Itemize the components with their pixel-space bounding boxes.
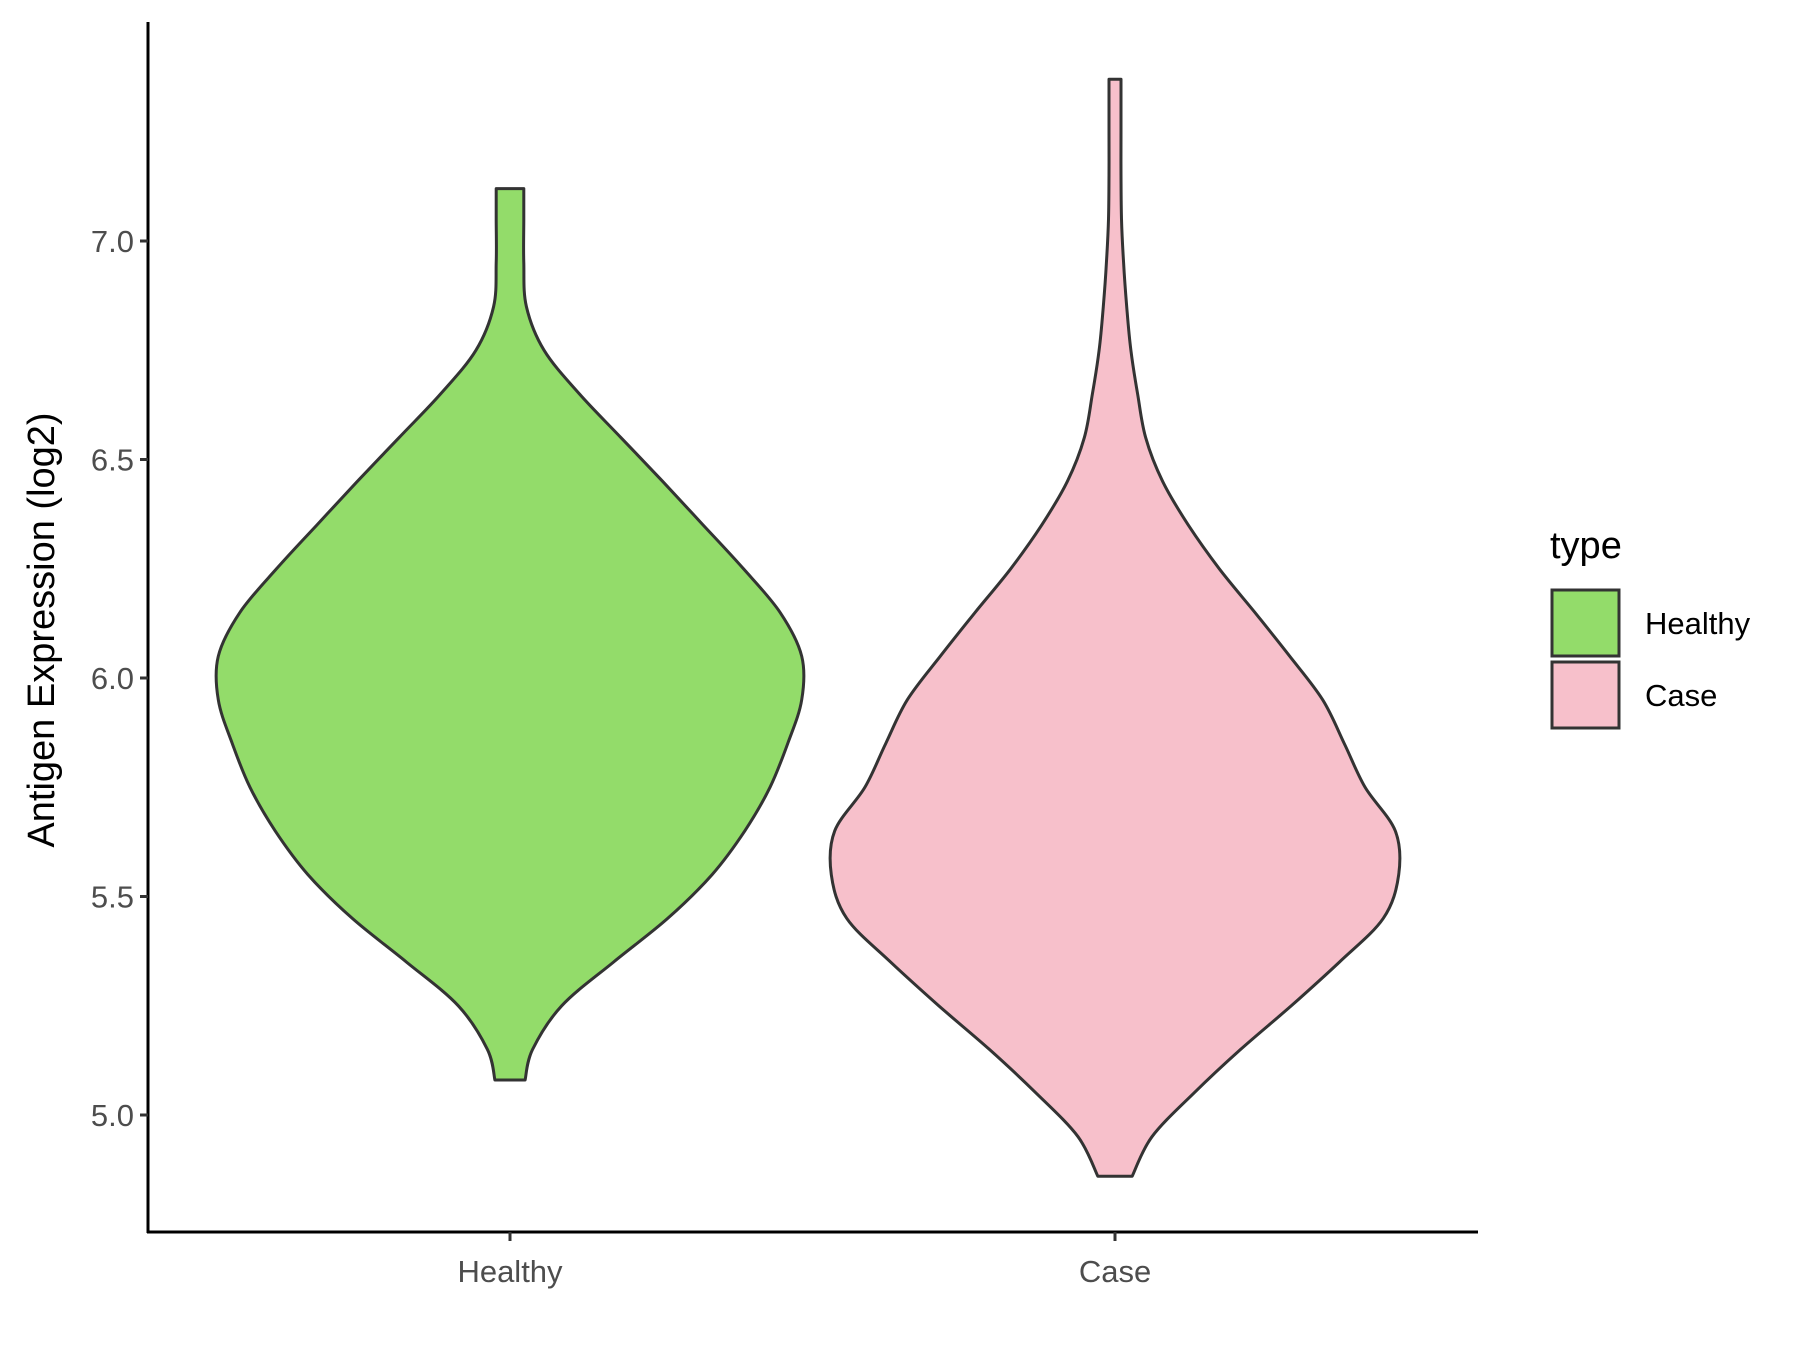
legend: type Healthy Case <box>1550 525 1751 730</box>
y-tick-label: 5.5 <box>91 880 134 915</box>
violin-case <box>828 77 1402 1178</box>
y-axis-title: Antigen Expression (log2) <box>21 412 63 847</box>
violin-healthy <box>214 187 806 1082</box>
y-tick-label: 7.0 <box>91 224 134 259</box>
legend-key-healthy <box>1550 588 1621 658</box>
y-tick-label: 5.0 <box>91 1098 134 1133</box>
legend-label-case: Case <box>1645 678 1717 713</box>
y-ticks: 5.0 5.5 6.0 6.5 7.0 <box>91 224 148 1133</box>
x-tick-label: Case <box>1079 1254 1151 1289</box>
axes <box>146 22 1478 1234</box>
x-tick-label: Healthy <box>457 1254 563 1289</box>
legend-label-healthy: Healthy <box>1645 606 1751 641</box>
y-tick-label: 6.5 <box>91 443 134 478</box>
legend-title: type <box>1550 525 1622 567</box>
violin-layer <box>214 77 1402 1178</box>
legend-key-case <box>1550 660 1621 730</box>
y-tick-label: 6.0 <box>91 661 134 696</box>
x-ticks: Healthy Case <box>457 1232 1151 1289</box>
